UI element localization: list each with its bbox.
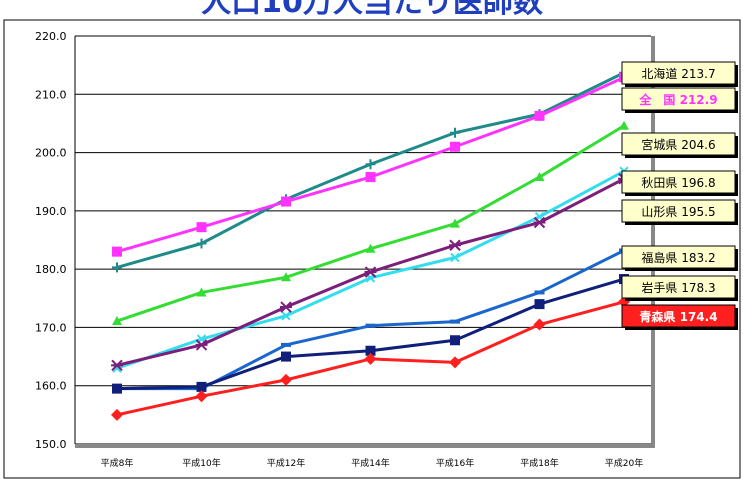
- data-point: [449, 239, 461, 251]
- y-tick-label: 220.0: [35, 30, 67, 43]
- series-label: 秋田県 196.8: [621, 170, 738, 196]
- data-point: [364, 352, 377, 365]
- data-point: [450, 335, 460, 346]
- data-point: [196, 287, 207, 297]
- plot-shadow-right: [651, 36, 655, 448]
- axes: [74, 36, 655, 448]
- data-point: [534, 172, 545, 182]
- data-point: [195, 390, 208, 403]
- gridlines: [75, 35, 651, 387]
- data-point: [280, 301, 292, 313]
- data-point: [112, 383, 122, 394]
- data-point: [112, 262, 122, 273]
- data-point: [112, 316, 122, 326]
- label-box: [621, 304, 736, 328]
- data-point: [450, 141, 460, 152]
- series-label-text: 岩手県 178.3: [641, 280, 715, 295]
- series-label: 青森県 174.4: [621, 304, 738, 330]
- plot-shadow-bottom: [75, 444, 655, 448]
- series-label: 宮城県 204.6: [621, 132, 738, 158]
- label-box: [621, 132, 736, 156]
- series-label-text: 福島県 183.2: [641, 250, 715, 265]
- x-tick-label: 平成16年: [436, 457, 474, 469]
- series-label-text: 宮城県 204.6: [641, 137, 715, 152]
- data-point: [281, 272, 291, 282]
- series-宮城県: [112, 120, 629, 326]
- y-tick-labels: 150.0 160.0 170.0 180.0 190.0 200.0 210.0 220.0: [35, 30, 67, 451]
- data-point: [534, 110, 545, 121]
- data-point: [364, 266, 377, 278]
- x-tick-label: 平成12年: [267, 457, 305, 469]
- data-point: [534, 290, 545, 295]
- y-tick-label: 190.0: [35, 205, 67, 218]
- data-point: [111, 359, 123, 372]
- series-label-text: 青森県 174.4: [639, 309, 717, 324]
- data-point: [450, 319, 460, 324]
- data-point: [365, 243, 376, 253]
- label-box: [621, 275, 736, 299]
- label-box: [621, 170, 736, 194]
- series-label-text: 全 国 212.9: [638, 92, 717, 107]
- x-tick-label: 平成10年: [182, 457, 220, 469]
- data-point: [365, 323, 376, 328]
- series-label-text: 秋田県 196.8: [641, 176, 715, 190]
- data-point: [281, 342, 291, 347]
- chart-title: 人口10万人当たり医師数: [201, 0, 544, 20]
- series-label: 全 国 212.9: [621, 87, 738, 113]
- data-point: [280, 373, 292, 386]
- label-box: [621, 87, 736, 111]
- series-label: 福島県 183.2: [621, 245, 738, 271]
- data-point: [195, 339, 208, 351]
- x-tick-label: 平成14年: [351, 457, 389, 469]
- label-box: [621, 245, 736, 269]
- y-tick-label: 200.0: [35, 147, 67, 160]
- y-tick-label: 210.0: [35, 88, 67, 101]
- x-tick-label: 平成20年: [605, 457, 643, 469]
- series-labels: 北海道 213.7 全 国 212.9 宮城県 204.6 秋田県 196.8 山形県 …: [621, 61, 738, 330]
- x-tick-label: 平成18年: [520, 457, 558, 469]
- data-point: [534, 299, 545, 310]
- series-label-text: 山形県 195.5: [641, 205, 715, 219]
- data-point: [365, 172, 376, 183]
- x-tick-labels: 平成8年 平成10年 平成12年 平成14年 平成16年 平成18年 平成20年: [101, 457, 644, 469]
- data-point: [281, 196, 291, 207]
- label-box: [621, 199, 736, 223]
- series-label: 北海道 213.7: [621, 61, 738, 87]
- data-point: [196, 222, 207, 233]
- data-point: [111, 408, 123, 421]
- data-point: [533, 318, 546, 331]
- y-tick-label: 160.0: [35, 380, 67, 393]
- data-point: [365, 159, 376, 170]
- data-point: [533, 216, 546, 229]
- data-point: [619, 120, 629, 130]
- data-point: [449, 356, 461, 369]
- data-point: [450, 127, 460, 138]
- data-point: [365, 345, 376, 356]
- label-box: [621, 61, 736, 85]
- data-point: [196, 381, 207, 392]
- y-tick-label: 170.0: [35, 321, 67, 334]
- series-label: 山形県 195.5: [621, 199, 738, 225]
- data-point: [281, 351, 291, 362]
- data-point: [281, 311, 291, 321]
- x-tick-label: 平成8年: [101, 457, 134, 469]
- data-point: [450, 218, 460, 228]
- data-point: [450, 252, 460, 263]
- data-point: [112, 246, 122, 257]
- series-label-text: 北海道 213.7: [641, 66, 715, 81]
- y-tick-label: 150.0: [35, 438, 67, 451]
- series-label: 岩手県 178.3: [621, 275, 738, 301]
- data-point: [196, 238, 207, 249]
- y-tick-label: 180.0: [35, 263, 67, 276]
